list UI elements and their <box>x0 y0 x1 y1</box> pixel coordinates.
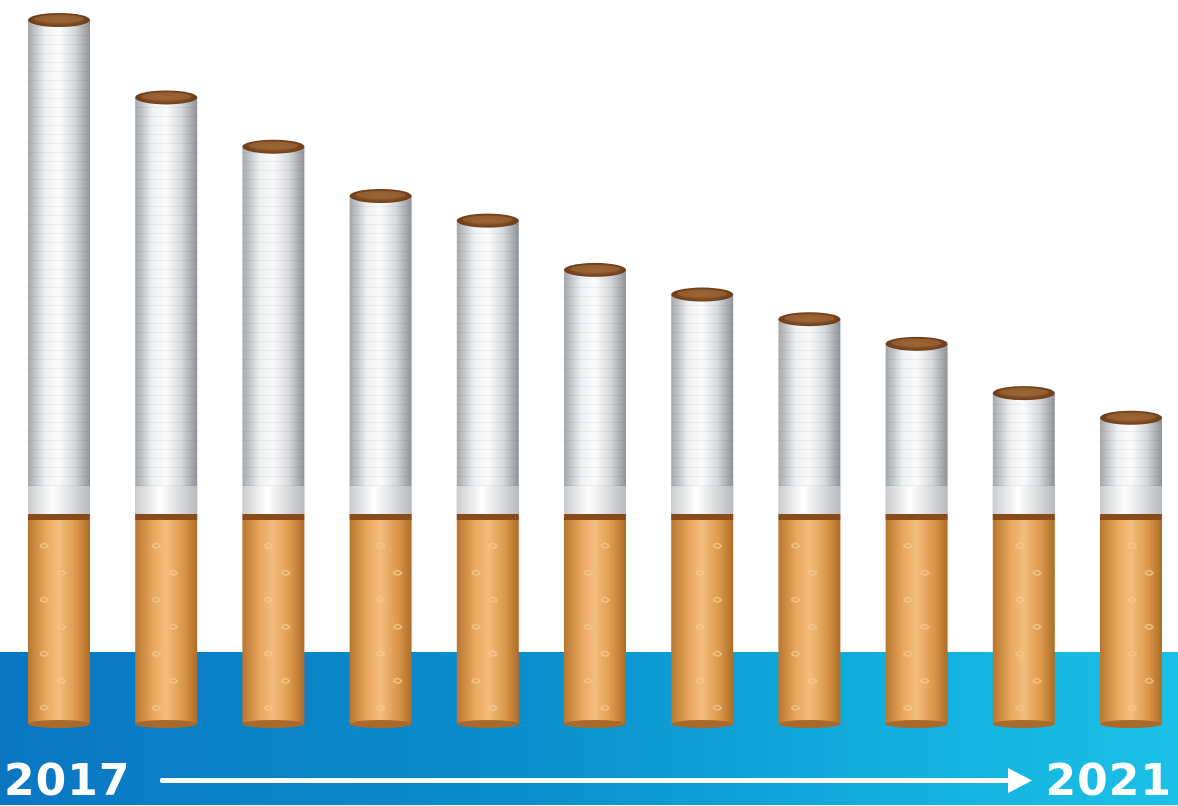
end-year-label: 2021 <box>1045 755 1172 806</box>
timeline-arrow <box>160 768 1032 793</box>
start-year-label: 2017 <box>4 755 131 806</box>
cigarette-bar <box>242 139 305 728</box>
cigarette-bar <box>349 189 412 728</box>
cigarette-bar <box>135 90 198 728</box>
cigarette-bar <box>28 13 90 728</box>
cigarette-bar <box>778 312 841 728</box>
cigarette-bar <box>671 287 734 728</box>
cigarette-bar <box>564 262 626 728</box>
cigarette-bar <box>885 336 948 728</box>
cigarette-bar <box>1100 410 1162 728</box>
cigarette-bar <box>992 386 1055 728</box>
cigarette-bar <box>456 213 519 728</box>
